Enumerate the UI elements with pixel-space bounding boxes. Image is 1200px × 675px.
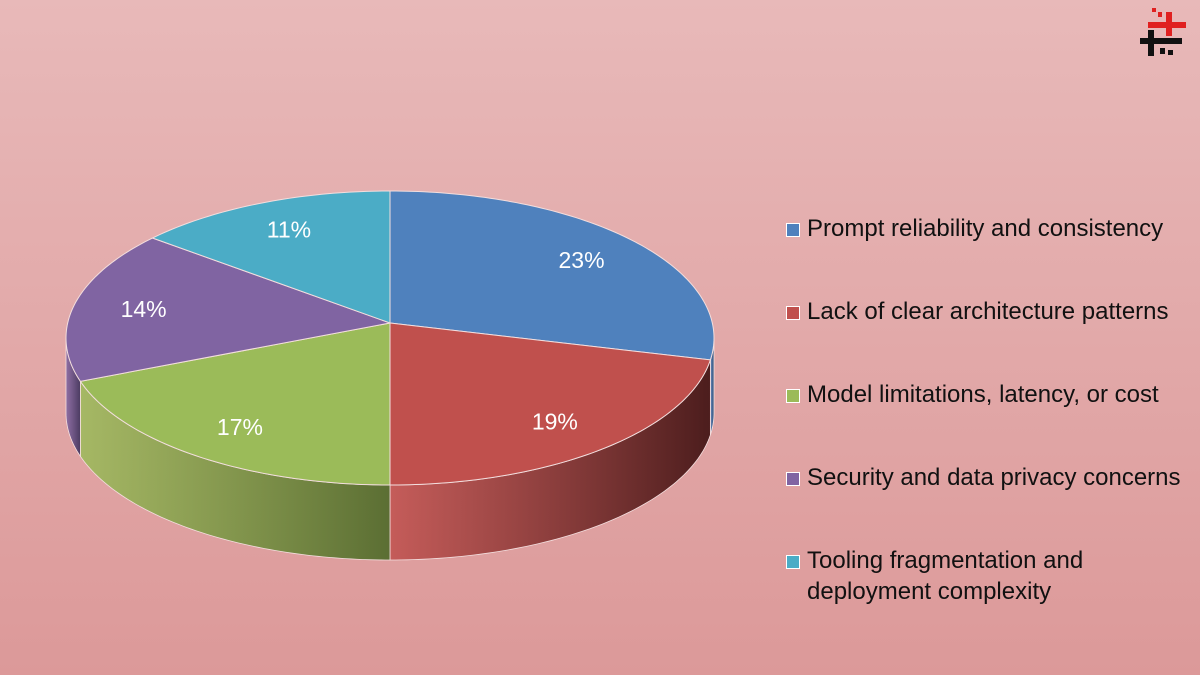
legend-label: Tooling fragmentation and deployment com… (807, 547, 1084, 605)
pie-slice-2 (79, 322, 391, 486)
pie-slice-0 (389, 190, 715, 361)
legend-item: Security and data privacy concerns (786, 462, 1186, 545)
pie-slice-3 (65, 237, 392, 382)
legend-label: Prompt reliability and consistency (807, 215, 1164, 242)
legend-label: Security and data privacy concerns (807, 464, 1181, 491)
legend-swatch (786, 555, 800, 569)
legend-item: Tooling fragmentation and deployment com… (786, 545, 1186, 628)
data-label: 11% (267, 217, 311, 243)
data-label: 23% (559, 247, 605, 273)
legend-label: Lack of clear architecture patterns (807, 298, 1169, 325)
legend-swatch (786, 472, 800, 486)
data-label: 14% (121, 296, 167, 322)
data-label: 17% (217, 414, 263, 440)
legend-item: Lack of clear architecture patterns (786, 296, 1186, 379)
legend-label: Model limitations, latency, or cost (807, 381, 1159, 408)
legend-item: Model limitations, latency, or cost (786, 379, 1186, 462)
legend-item: Prompt reliability and consistency (786, 213, 1186, 296)
logo-icon (1140, 8, 1186, 56)
legend-swatch (786, 389, 800, 403)
legend-swatch (786, 306, 800, 320)
pie-slice-1 (389, 322, 712, 486)
data-label: 19% (532, 409, 578, 435)
legend-swatch (786, 223, 800, 237)
pie-slice-4 (151, 190, 391, 324)
pie-chart: 23% 19% 17% 14% 11% (65, 190, 715, 561)
legend: Prompt reliability and consistency Lack … (786, 213, 1186, 628)
